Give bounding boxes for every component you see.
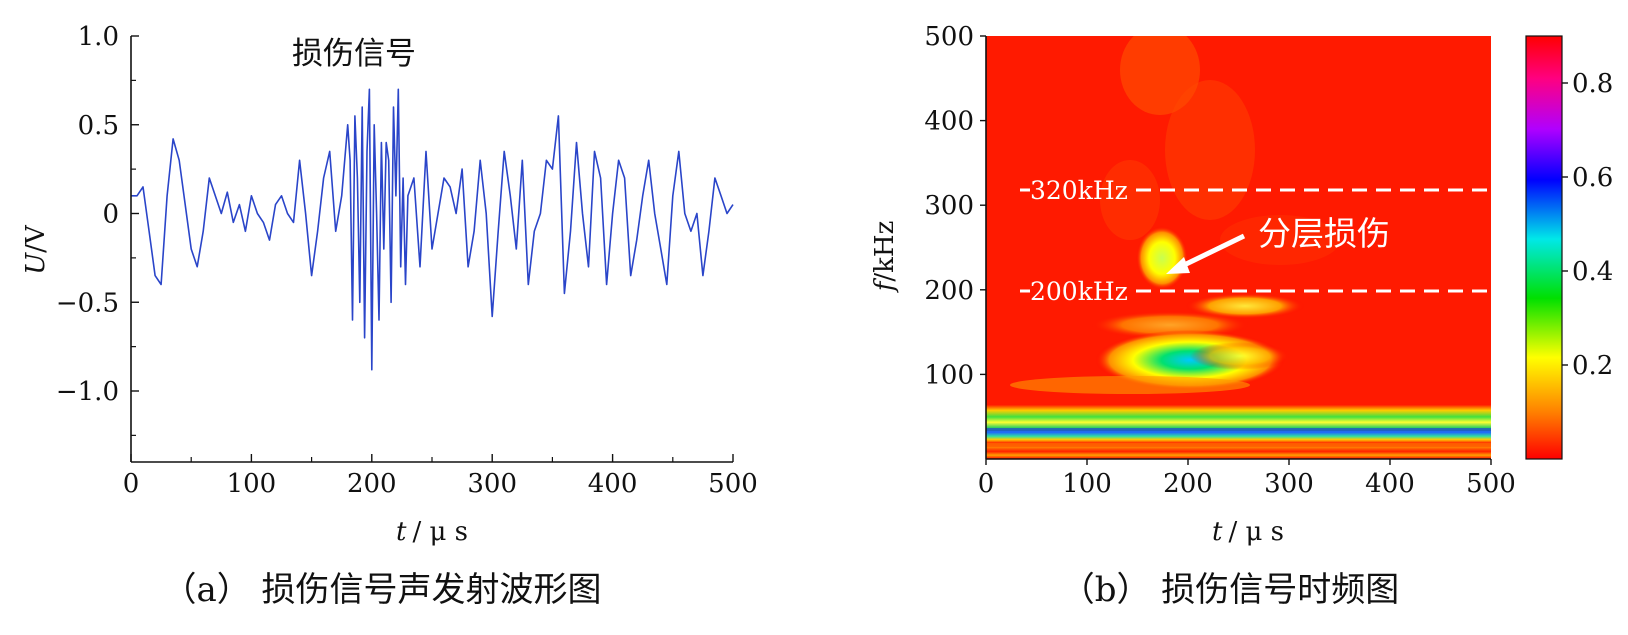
y-axis-ticks-b: 100 200 300 400 500 (924, 22, 986, 390)
y-tick-label-b: 300 (924, 191, 974, 221)
y-tick-label-a: −0.5 (56, 288, 119, 318)
x-tick-label-a: 500 (708, 469, 758, 499)
svg-text:f/kHz: f/kHz (870, 221, 900, 294)
waveform-annotation: 损伤信号 (292, 36, 416, 72)
colorbar-tick-label: 0.2 (1572, 351, 1613, 381)
caption-b: （b） 损伤信号时频图 (1061, 570, 1400, 610)
x-axis-label-b: t / μ s (1212, 517, 1284, 547)
time-frequency-chart: 320kHz 200kHz 分层损伤 100 200 300 400 500 0 100 2… (870, 22, 1613, 610)
colorbar-ticks: 0.8 0.6 0.4 0.2 (1562, 69, 1613, 381)
x-unit-a: / μ s (412, 517, 468, 547)
colorbar-tick-label: 0.6 (1572, 163, 1613, 193)
svg-text:t/ μ s: t / μ s (396, 517, 468, 547)
x-tick-label-b: 200 (1163, 469, 1213, 499)
y-tick-label-a: 0.5 (78, 111, 119, 141)
colorbar-tick-label: 0.4 (1572, 257, 1613, 287)
colorbar (1525, 35, 1563, 460)
y-axis-label-a: U/V (21, 224, 51, 275)
svg-text:t/ μ s: t / μ s (1212, 517, 1284, 547)
x-tick-label-a: 200 (347, 469, 397, 499)
x-axis-label-a: t / μ s (396, 517, 468, 547)
x-var-a: t (396, 517, 407, 547)
x-axis-ticks-a: 0 100 200 300 400 500 (123, 454, 758, 499)
caption-a: （a） 损伤信号声发射波形图 (162, 570, 601, 610)
y-tick-label-b: 100 (924, 360, 974, 390)
y-tick-label-b: 500 (924, 22, 974, 52)
x-unit-b: / μ s (1228, 517, 1284, 547)
x-axis-ticks-b: 0 100 200 300 400 500 (978, 459, 1516, 499)
y-tick-label-a: 1.0 (78, 22, 119, 52)
x-tick-label-a: 400 (588, 469, 638, 499)
y-tick-label-a: 0 (102, 200, 119, 230)
y-unit-a: /V (21, 224, 51, 253)
x-var-b: t (1212, 517, 1223, 547)
waveform-series (131, 88, 734, 371)
damage-arrow (1166, 233, 1246, 274)
heatmap-field (986, 36, 1491, 459)
x-tick-label-a: 300 (467, 469, 517, 499)
y-var-a: U (21, 252, 51, 275)
x-tick-label-b: 100 (1062, 469, 1112, 499)
y-tick-label-a: −1.0 (56, 377, 119, 407)
ref-label-200khz: 200kHz (1030, 277, 1128, 306)
x-tick-label-b: 300 (1264, 469, 1314, 499)
x-tick-label-b: 0 (978, 469, 995, 499)
ref-label-320khz: 320kHz (1030, 176, 1128, 205)
x-tick-label-b: 400 (1365, 469, 1415, 499)
x-tick-label-b: 500 (1466, 469, 1516, 499)
y-unit-b: /kHz (870, 221, 900, 282)
y-tick-label-b: 200 (924, 276, 974, 306)
y-tick-label-b: 400 (924, 107, 974, 137)
waveform-chart: 1.00.50−0.5−1.0 0 100 200 300 400 500 损伤信号 U/… (21, 22, 758, 610)
x-tick-label-a: 0 (123, 469, 140, 499)
svg-text:U/V: U/V (21, 224, 51, 275)
y-axis-ticks-a: 1.0 0.5 0 −0.5 −1.0 (56, 22, 139, 436)
damage-annotation: 分层损伤 (1258, 214, 1390, 253)
y-axis-label-b: f/kHz (870, 221, 900, 294)
x-tick-label-a: 100 (227, 469, 277, 499)
colorbar-tick-label: 0.8 (1572, 69, 1613, 99)
